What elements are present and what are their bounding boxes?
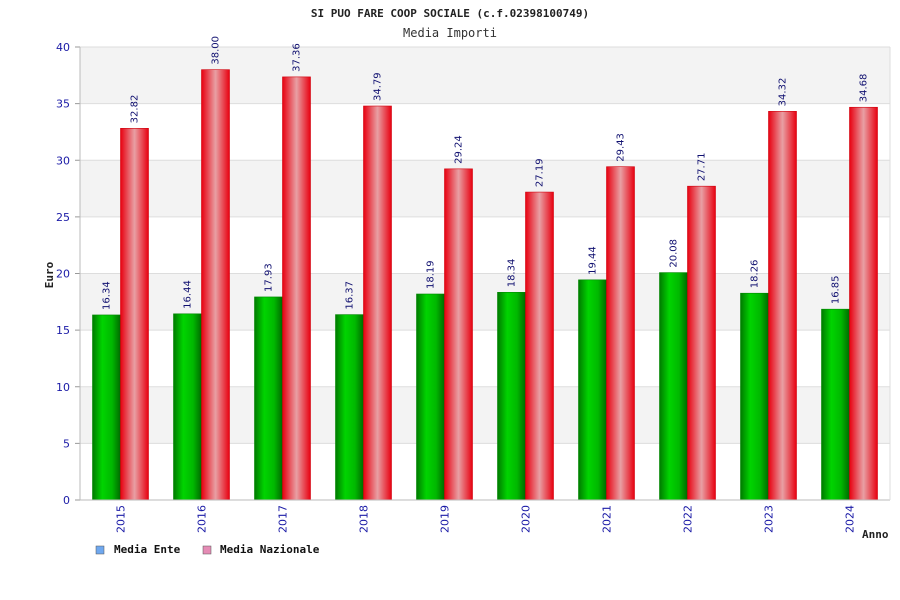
x-tick-label: 2018 <box>358 505 371 533</box>
bar-media-nazionale-2023 <box>768 111 797 501</box>
y-axis-title: Euro <box>43 261 56 288</box>
data-label: 38.00 <box>211 36 222 65</box>
bar-media-nazionale-2018 <box>363 105 392 501</box>
data-label: 32.82 <box>130 95 141 124</box>
y-tick-label: 30 <box>56 154 70 167</box>
bar-media-ente-2016 <box>173 313 202 501</box>
data-label: 34.68 <box>859 74 870 103</box>
data-label: 20.08 <box>669 239 680 268</box>
axes <box>79 47 891 501</box>
x-tick-label: 2019 <box>439 505 452 533</box>
bar-media-ente-2023 <box>740 292 769 501</box>
bar-media-ente-2024 <box>821 308 850 501</box>
data-label: 16.37 <box>345 281 356 310</box>
data-label: 34.79 <box>373 72 384 101</box>
legend-label-media-nazionale: Media Nazionale <box>220 543 320 556</box>
x-tick-label: 2023 <box>763 505 776 533</box>
bar-media-ente-2020 <box>497 291 526 501</box>
data-label: 37.36 <box>292 43 303 72</box>
legend-swatch-media-nazionale <box>202 545 212 555</box>
data-label: 27.71 <box>697 153 708 182</box>
bar-media-nazionale-2015 <box>120 128 149 501</box>
data-label: 27.19 <box>535 158 546 187</box>
bar-media-ente-2019 <box>416 293 445 501</box>
y-tick-label: 10 <box>56 381 70 394</box>
x-tick-label: 2022 <box>682 505 695 533</box>
chart-subtitle: Media Importi <box>403 26 497 40</box>
x-tick-labels: 2015 2016 2017 2018 2019 2020 2021 2022 2023 2024 <box>115 505 857 533</box>
x-tick-label: 2015 <box>115 505 128 533</box>
bar-media-nazionale-2020 <box>525 191 554 501</box>
y-tick-label: 35 <box>56 98 70 111</box>
y-tick-label: 0 <box>63 494 70 507</box>
y-tick-label: 20 <box>56 268 70 281</box>
chart-title: SI PUO FARE COOP SOCIALE (c.f.0239810074… <box>311 7 589 20</box>
x-tick-label: 2021 <box>601 505 614 533</box>
x-tick-label: 2020 <box>520 505 533 533</box>
y-tick-labels: 0 5 10 15 20 25 30 35 40 <box>56 41 70 507</box>
data-label: 34.32 <box>778 78 789 107</box>
data-label: 18.19 <box>426 260 437 289</box>
bar-media-nazionale-2024 <box>849 106 878 501</box>
data-label: 16.85 <box>831 276 842 305</box>
legend-swatch-media-ente <box>95 545 105 555</box>
data-label: 29.43 <box>616 133 627 162</box>
legend-label-media-ente: Media Ente <box>114 543 181 556</box>
y-tick-label: 25 <box>56 211 70 224</box>
bar-media-nazionale-2019 <box>444 168 473 501</box>
bar-media-ente-2022 <box>659 272 688 501</box>
data-label: 16.34 <box>102 281 113 310</box>
data-label: 16.44 <box>183 280 194 309</box>
data-label: 19.44 <box>588 246 599 275</box>
x-tick-label: 2017 <box>277 505 290 533</box>
bar-media-nazionale-2017 <box>282 76 311 501</box>
bar-media-ente-2018 <box>335 314 364 501</box>
bars <box>92 69 878 501</box>
y-tick-label: 40 <box>56 41 70 54</box>
bar-media-ente-2017 <box>254 296 283 501</box>
data-label: 18.34 <box>507 259 518 288</box>
data-labels: 16.34 32.82 16.44 38.00 17.93 37.36 16.37 34.79… <box>102 36 870 310</box>
bar-media-nazionale-2022 <box>687 185 716 501</box>
y-tick-label: 5 <box>63 437 70 450</box>
x-tick-label: 2024 <box>844 505 857 533</box>
y-tick-label: 15 <box>56 324 70 337</box>
data-label: 18.26 <box>750 260 761 289</box>
legend: Media Ente Media Nazionale <box>95 543 320 556</box>
bar-media-nazionale-2021 <box>606 166 635 501</box>
data-label: 29.24 <box>454 135 465 164</box>
bar-media-ente-2021 <box>578 279 607 501</box>
data-label: 17.93 <box>264 263 275 292</box>
bar-media-ente-2015 <box>92 314 121 501</box>
x-axis-title: Anno <box>862 528 889 541</box>
x-tick-label: 2016 <box>196 505 209 533</box>
bar-media-nazionale-2016 <box>201 69 230 501</box>
